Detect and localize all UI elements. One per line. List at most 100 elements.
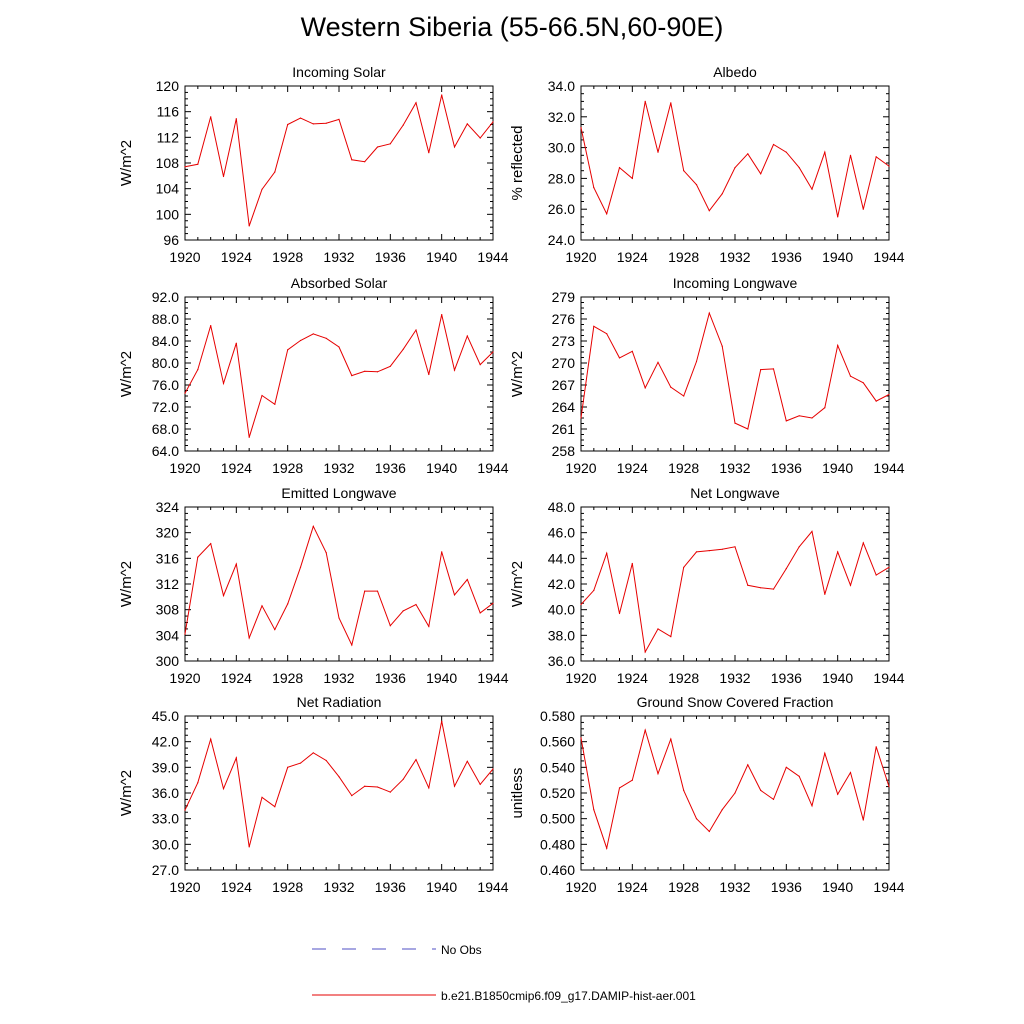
x-tick-label: 1944 [873,249,904,265]
y-tick-label: 0.560 [540,734,575,750]
series-line [580,101,890,218]
x-tick-label: 1936 [771,460,802,476]
data-point [721,193,723,195]
legend-label-no-obs: No Obs [441,943,482,957]
data-point [593,325,595,327]
series-line [580,728,890,851]
data-point [402,778,404,780]
data-point [760,587,762,589]
x-tick-label: 1944 [477,879,508,895]
panel-title: Net Longwave [690,485,780,501]
y-tick-label: 0.480 [540,836,575,852]
data-point [862,208,864,210]
y-tick-label: 24.0 [548,232,575,248]
y-tick-label: 308 [156,602,180,618]
data-point [338,118,340,120]
data-point [631,350,633,352]
data-point [875,746,877,748]
data-point [453,785,456,787]
data-point [888,165,890,167]
data-point [184,633,186,635]
data-point [875,156,877,158]
y-tick-label: 88.0 [152,311,179,327]
y-tick-label: 33.0 [152,811,179,827]
data-point [785,151,787,153]
data-point [364,785,366,787]
data-point [415,329,417,331]
data-point [184,392,186,394]
y-tick-label: 34.0 [548,78,575,94]
y-tick-label: 0.460 [540,862,575,878]
y-tick-label: 261 [552,421,576,437]
y-tick-label: 300 [156,653,180,669]
data-point [415,102,417,104]
data-point [657,151,659,153]
data-point [287,766,289,768]
data-point [210,116,212,118]
y-tick-label: 104 [156,181,180,197]
data-point [261,188,263,190]
data-point [453,146,456,148]
data-point [441,720,443,722]
panel-title: Incoming Longwave [673,275,798,291]
x-tick-label: 1940 [426,670,457,686]
y-tick-label: 273 [552,333,576,349]
data-point [351,375,353,377]
y-tick-label: 40.0 [548,602,575,618]
data-point [312,333,314,335]
data-point [376,371,379,373]
plot-frame [580,296,890,452]
x-tick-label: 1944 [477,249,508,265]
data-point [670,738,672,740]
data-point [402,124,404,126]
data-point [606,333,608,335]
data-point [708,550,710,552]
x-tick-label: 1920 [169,879,200,895]
data-point [274,171,276,173]
x-tick-label: 1940 [426,249,457,265]
y-tick-label: 316 [156,550,180,566]
panel-1: Albedo 1920 1924 1928 1932 1936 1940 1944 24.0 26… [509,64,905,265]
data-point [670,102,672,104]
x-tick-label: 1932 [719,670,750,686]
data-point [772,798,775,801]
data-point [312,123,314,125]
data-point [695,551,698,553]
series-line [580,530,890,654]
y-tick-label: 27.0 [152,862,179,878]
data-point [428,152,430,154]
series-line [184,314,494,438]
data-point [888,393,890,396]
data-point [389,143,391,145]
x-tick-label: 1932 [719,249,750,265]
data-point [479,783,481,786]
data-point [747,584,749,586]
plot-frame [580,85,890,241]
data-point [299,117,302,119]
data-point [849,375,852,377]
data-point [785,766,787,768]
data-point [351,159,353,161]
panel-2: Absorbed Solar 1920 1924 1928 1932 1936 1940 19… [118,275,509,476]
x-tick-label: 1944 [477,670,508,686]
y-tick-label: 64.0 [152,443,179,459]
x-tick-label: 1932 [323,460,354,476]
x-tick-label: 1924 [221,879,252,895]
y-tick-label: 45.0 [152,708,179,724]
data-point [338,776,340,778]
data-point [593,187,595,189]
y-axis-label: % reflected [509,125,526,200]
data-point [312,525,314,527]
data-point [657,361,659,363]
panel-title: Absorbed Solar [291,275,388,291]
x-tick-label: 1932 [323,879,354,895]
x-tick-label: 1928 [668,670,699,686]
y-tick-label: 100 [156,206,180,222]
data-point [811,805,813,807]
data-point [824,593,826,595]
data-point [824,151,826,153]
data-point [837,551,839,553]
x-tick-label: 1928 [668,249,699,265]
data-point [197,163,199,165]
